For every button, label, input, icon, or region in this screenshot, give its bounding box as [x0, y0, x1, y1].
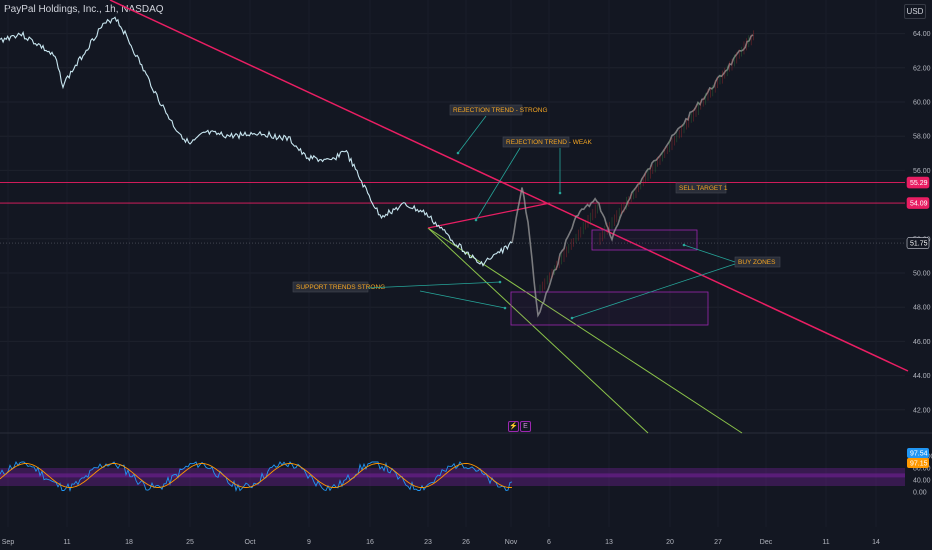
time-tick-label: 11	[63, 539, 70, 546]
trend-lines	[0, 0, 909, 434]
price-tick-label: 58.00	[913, 134, 931, 141]
annotations: REJECTION TREND - STRONG REJECTION TREND …	[292, 104, 781, 320]
price-tick-label: 64.00	[913, 31, 931, 38]
time-tick-label: 11	[822, 539, 829, 546]
stoch-badge-label: 97.54	[910, 451, 928, 458]
time-tick-label: 13	[605, 539, 613, 546]
stoch-k-line	[0, 460, 513, 493]
annotation-buy-zones-label: BUY ZONES	[738, 259, 776, 266]
time-tick-label: Sep	[2, 539, 15, 546]
price-tick-label: 62.00	[913, 65, 931, 72]
annotation-rejection-strong-label: REJECTION TREND - STRONG	[453, 107, 548, 114]
price-tick-label: 50.00	[913, 271, 931, 278]
price-series	[0, 16, 513, 267]
bearish-trendline	[109, 0, 909, 372]
stoch-d-line	[0, 463, 513, 488]
buy-zones	[510, 229, 709, 326]
stoch-badge	[907, 448, 929, 458]
price-axis: 64.0062.0060.0058.0056.0052.0050.0048.00…	[906, 31, 931, 414]
grid	[0, 33, 932, 434]
price-badge	[906, 237, 930, 249]
arrow-rejection-strong	[457, 115, 487, 154]
annotation-rejection-weak-label: REJECTION TREND - WEAK	[506, 139, 592, 146]
price-tick-label: 46.00	[913, 339, 931, 346]
time-tick-label: Dec	[760, 539, 773, 546]
arrow-buy-zone-2-head	[570, 316, 574, 320]
time-tick-label: 18	[125, 539, 133, 546]
price-tick-label: 60.00	[913, 100, 931, 107]
annotation-rejection-strong-box	[449, 104, 523, 116]
stoch-tick-label: 80.00	[913, 466, 931, 473]
stoch-badge-label: 97.15	[910, 461, 928, 468]
price-badge-label: 54.09	[910, 201, 928, 208]
price-tick-label: 56.00	[913, 168, 931, 175]
arrow-support-1-head	[498, 280, 502, 284]
arrow-rejection-weak-2-head	[558, 191, 562, 195]
projection-line	[511, 34, 754, 318]
chart-title: PayPal Holdings, Inc., 1h, NASDAQ	[4, 4, 164, 15]
stoch-tick-label: 0.00	[913, 490, 927, 497]
price-line	[0, 16, 513, 267]
stoch-tick-label: 40.00	[913, 478, 931, 485]
flash-icon[interactable]: ⚡	[508, 421, 519, 432]
arrow-buy-zone-1-head	[682, 243, 686, 247]
time-tick-label: 25	[186, 539, 194, 546]
time-tick-label: Oct	[245, 539, 256, 546]
arrow-buy-zone-2	[571, 263, 736, 319]
time-tick-label: Nov	[505, 539, 518, 546]
time-tick-label: 20	[666, 539, 674, 546]
time-tick-label: 6	[547, 539, 551, 546]
arrow-rejection-strong-head	[456, 151, 460, 155]
arrow-support-2	[419, 290, 506, 309]
time-tick-label: 14	[872, 539, 880, 546]
annotation-support-strong-box	[292, 281, 369, 293]
annotation-support-strong-label: SUPPORT TRENDS STRONG	[296, 284, 385, 291]
earnings-icon[interactable]: E	[520, 421, 531, 432]
arrow-rejection-weak-1-head	[474, 218, 478, 222]
annotation-sell-target-box	[675, 182, 727, 194]
support-trendline	[427, 227, 743, 434]
arrow-support-2-head	[503, 306, 507, 310]
price-badge-label: 55.29	[910, 180, 928, 187]
time-tick-label: 16	[366, 539, 374, 546]
stochastic-pane	[0, 460, 905, 493]
price-tick-label: 48.00	[913, 305, 931, 312]
arrow-support-1	[367, 281, 501, 289]
time-tick-label: 27	[714, 539, 722, 546]
price-tick-label: 44.00	[913, 373, 931, 380]
weak-rejection-line	[427, 202, 551, 229]
price-badge	[906, 197, 930, 209]
time-axis: Sep 11 18 25 Oct 9 16 23 26 Nov 6 13 20 27 Dec 11 14	[2, 539, 880, 546]
support-trendline	[427, 227, 649, 434]
buy-zone-upper	[591, 229, 698, 251]
annotation-rejection-weak-box	[502, 136, 570, 148]
stoch-band-mid	[0, 473, 905, 478]
currency-button[interactable]: USD	[904, 4, 926, 19]
time-tick-label: 23	[424, 539, 432, 546]
annotation-sell-target-label: SELL TARGET 1	[679, 185, 728, 192]
time-tick-label: 26	[462, 539, 470, 546]
arrow-buy-zone-1	[683, 244, 736, 263]
time-tick-label: 9	[307, 539, 311, 546]
arrow-rejection-weak-1	[475, 147, 521, 221]
price-projection	[511, 30, 754, 318]
stoch-badge	[907, 458, 929, 468]
price-badge-label: 51.75	[910, 241, 928, 248]
price-tick-label: 42.00	[913, 407, 931, 414]
price-badge	[906, 176, 930, 189]
buy-zone-lower	[510, 291, 709, 326]
